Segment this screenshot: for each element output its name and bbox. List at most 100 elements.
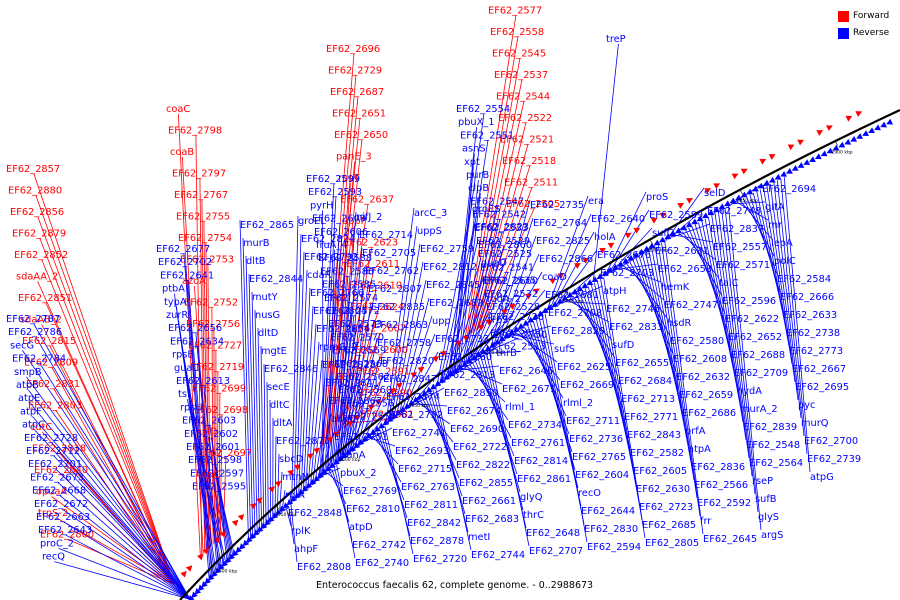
feature-connector-line [763, 187, 793, 365]
inner-gene-label: EF62_2589 [649, 210, 703, 221]
reverse-feature-arrow [541, 307, 549, 314]
forward-feature-arrow [410, 372, 418, 379]
feature-connector-line [45, 302, 175, 585]
feature-connector-line [678, 233, 717, 261]
forward-feature-arrow [599, 247, 606, 254]
feature-connector-line [257, 327, 263, 531]
inner-gene-label: EF62_2874 [386, 392, 440, 403]
inner-gene-label: EF62_2645 [703, 534, 757, 545]
inner-gene-label: EF62_2810 [346, 504, 400, 515]
feature-connector-line [285, 508, 292, 527]
reverse-feature-arrow [290, 495, 297, 503]
reverse-feature-arrow [242, 539, 250, 547]
reverse-feature-arrow [294, 492, 301, 499]
inner-gene-label: EF62_2683 [465, 514, 519, 525]
reverse-gene-label: ptbA [162, 284, 185, 295]
inner-gene-label: EF62_2596 [722, 296, 776, 307]
reverse-feature-arrow [566, 291, 574, 298]
reverse-gene-label: EF62_2613 [176, 376, 230, 387]
forward-feature-arrow [214, 536, 221, 544]
forward-feature-arrow [787, 144, 795, 151]
feature-connector-line [330, 276, 349, 467]
feature-connector-line [369, 437, 396, 447]
reverse-feature-arrow [256, 526, 264, 533]
feature-connector-line [354, 337, 378, 451]
scale-tick [410, 396, 414, 400]
inner-gene-label: EF62_2739 [807, 454, 861, 465]
feature-connector-line [456, 179, 479, 371]
feature-connector-line [34, 429, 191, 600]
forward-feature-arrow [268, 486, 275, 493]
inner-gene-label: murA_2 [740, 404, 778, 415]
forward-gene-label: EF62_2831 [26, 379, 80, 390]
inner-gene-label: rodA_2 [487, 294, 521, 305]
inner-gene-label: dltB [246, 256, 266, 267]
inner-gene-label: mutY [252, 292, 278, 303]
feature-connector-line [403, 333, 436, 412]
feature-connector-line [63, 521, 191, 600]
inner-gene-label: metI [468, 532, 490, 543]
forward-feature-arrow [333, 431, 340, 438]
reverse-gene-label: xpt [464, 157, 480, 168]
feature-connector-line [470, 79, 523, 335]
inner-gene-label: EF62_2735 [530, 200, 584, 211]
inner-gene-label: EF62_2763 [401, 482, 455, 493]
feature-connector-line [186, 372, 222, 567]
reverse-feature-arrow [461, 361, 469, 368]
forward-gene-label: coaB [170, 147, 194, 158]
reverse-gene-label: EF62_2599 [306, 174, 360, 185]
inner-gene-label: EF62_2792 [304, 252, 358, 263]
forward-gene-label: EF62_2798 [168, 126, 222, 137]
feature-connector-line [395, 279, 427, 418]
reverse-feature-arrow [685, 221, 693, 228]
scale-tick [340, 450, 344, 455]
feature-connector-line [447, 275, 485, 380]
reverse-feature-arrow [317, 472, 324, 479]
inner-gene-label: EF62_2733 [435, 334, 489, 345]
feature-connector-line [341, 247, 363, 461]
inner-gene-label: EF62_2732 [389, 410, 443, 421]
feature-connector-line [406, 351, 439, 410]
forward-feature-arrow [686, 198, 694, 204]
feature-connector-line [260, 345, 265, 529]
inner-gene-label: EF62_2682 [429, 298, 483, 309]
feature-connector-line [35, 195, 175, 585]
feature-connector-line [551, 231, 595, 310]
inner-gene-label: era [588, 196, 604, 207]
reverse-feature-arrow [718, 203, 726, 210]
reverse-feature-arrow [571, 288, 579, 295]
inner-gene-label: EF62_2837 [710, 224, 764, 235]
inner-gene-label: recO [578, 488, 601, 499]
reverse-feature-arrow [826, 147, 834, 154]
forward-gene-label: EF62_2755 [176, 212, 230, 223]
reverse-feature-arrow [228, 553, 236, 560]
feature-connector-line [266, 381, 269, 525]
reverse-gene-label: EF62_2551 [460, 130, 514, 141]
reverse-gene-label: EF62_2609 [312, 214, 366, 225]
feature-connector-line [298, 269, 308, 498]
reverse-gene-label: EF62_2602 [184, 429, 238, 440]
inner-gene-label: arcC_3 [414, 208, 447, 219]
reverse-feature-arrow [201, 581, 208, 588]
forward-gene-label: EF62_2698 [194, 405, 248, 416]
reverse-gene-label: EF62_2702 [158, 257, 212, 268]
inner-gene-label: polC [774, 256, 796, 267]
reverse-gene-label: fruA_4 [316, 240, 348, 251]
inner-gene-label: EF62_2564 [749, 458, 803, 469]
inner-gene-label: EF62_2860 [478, 240, 532, 251]
reverse-gene-label: secG [10, 340, 34, 351]
forward-gene-label: EF62_2590 [358, 388, 412, 399]
feature-connector-line [327, 249, 335, 470]
forward-gene-label: trpS-2 [38, 508, 68, 519]
reverse-gene-label: EF62_2588 [318, 253, 372, 264]
reverse-feature-arrow [425, 386, 433, 393]
reverse-feature-arrow [740, 191, 748, 198]
inner-gene-label: EF62_2741 [392, 428, 446, 439]
reverse-feature-arrow [439, 377, 446, 384]
feature-connector-line [657, 244, 698, 499]
inner-gene-label: coaD [542, 272, 567, 283]
reverse-gene-label: EF62_2585 [322, 280, 376, 291]
feature-connector-line [39, 363, 191, 600]
reverse-feature-arrow [297, 488, 305, 496]
reverse-gene-label: EF62_2787 [6, 314, 60, 325]
